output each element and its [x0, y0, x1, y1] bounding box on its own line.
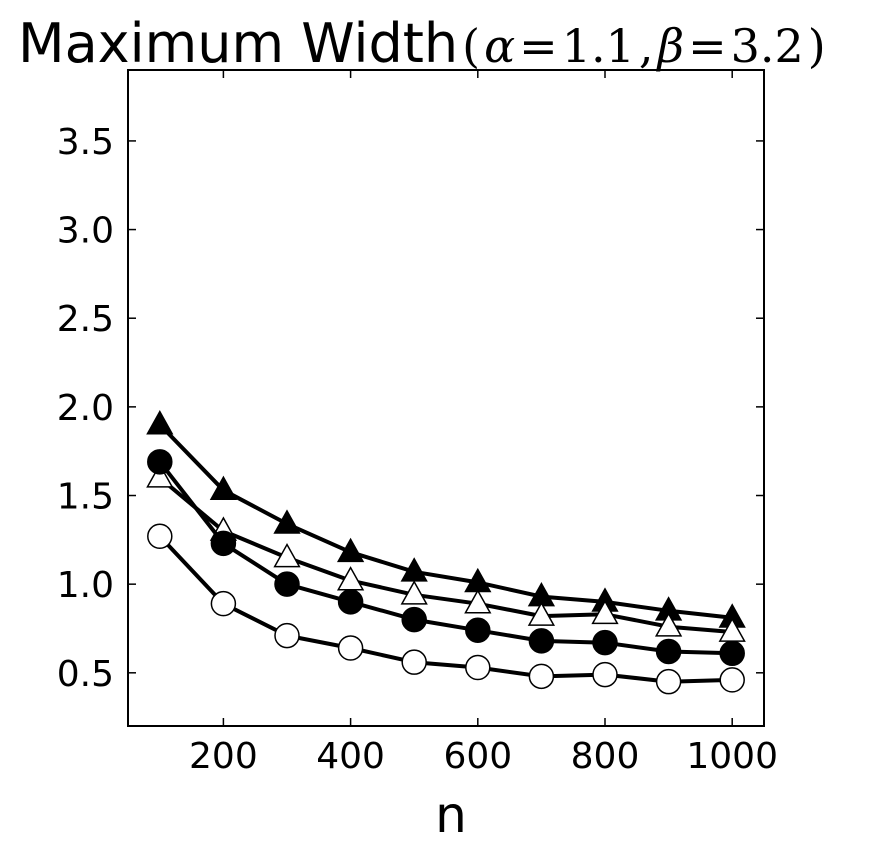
axes-layer: 200 400 600 800 1000 0.5 1.0 1.5 2.0 2.5 3.0 3.5: [57, 69, 778, 777]
series-layer: [146, 410, 746, 695]
data-point-triangle-open: [400, 580, 428, 605]
data-point-circle-filled: [147, 449, 173, 475]
data-point-circle-open: [210, 590, 237, 617]
data-point-triangle-open: [464, 589, 492, 614]
x-tick-label: 400: [316, 736, 385, 777]
data-point-circle-filled: [655, 638, 682, 665]
data-point-circle-open: [528, 663, 555, 690]
data-point-triangle-open: [591, 599, 619, 625]
y-tick-label: 0.5: [57, 654, 114, 695]
data-point-triangle-open: [654, 612, 683, 637]
y-tick-label: 2.5: [57, 299, 114, 340]
x-tick-label: 1000: [686, 736, 778, 777]
data-point-triangle-filled: [336, 537, 365, 563]
data-point-circle-filled: [592, 629, 618, 656]
data-point-circle-open: [655, 668, 682, 695]
data-point-circle-open: [337, 635, 364, 661]
data-point-circle-filled: [210, 530, 237, 557]
data-point-triangle-open: [273, 543, 301, 568]
series-line-triangle-open: [158, 476, 733, 634]
data-point-triangle-filled: [273, 509, 301, 534]
data-point-circle-filled: [528, 628, 555, 654]
data-point-triangle-filled: [146, 410, 174, 435]
chart-title: Maximum Width ( α = 1.1 , β = 3.2 ): [18, 12, 826, 75]
data-point-circle-open: [719, 667, 745, 693]
series-line-circle-filled: [158, 460, 733, 656]
y-tick-label: 3.5: [57, 122, 114, 163]
data-point-circle-filled: [465, 617, 491, 644]
x-tick-label: 800: [571, 736, 640, 777]
data-point-triangle-open: [527, 601, 556, 626]
data-point-circle-filled: [401, 606, 427, 633]
series-circle-filled: [147, 449, 745, 667]
data-point-circle-filled: [274, 571, 300, 597]
data-point-circle-filled: [337, 589, 364, 615]
series-line-triangle-filled: [158, 423, 733, 620]
plot-frame: [127, 69, 765, 727]
data-point-triangle-open: [146, 463, 174, 488]
x-tick-label: 200: [189, 736, 258, 777]
data-point-circle-open: [592, 661, 618, 688]
y-tick-label: 1.0: [57, 565, 114, 606]
data-point-circle-open: [401, 649, 427, 675]
series-circle-open: [147, 523, 745, 695]
series-line-circle-open: [158, 534, 733, 684]
x-tick-label: 600: [443, 736, 512, 777]
data-point-triangle-filled: [209, 475, 238, 501]
y-tick-label: 1.5: [57, 477, 114, 518]
x-axis-label: n: [435, 786, 467, 844]
data-point-circle-filled: [719, 640, 745, 667]
data-point-circle-open: [465, 654, 491, 681]
series-triangle-filled: [146, 410, 746, 628]
y-tick-label: 2.0: [57, 388, 114, 429]
y-tick-label: 3.0: [57, 211, 114, 252]
data-point-circle-open: [274, 622, 300, 649]
data-point-circle-open: [147, 523, 173, 550]
